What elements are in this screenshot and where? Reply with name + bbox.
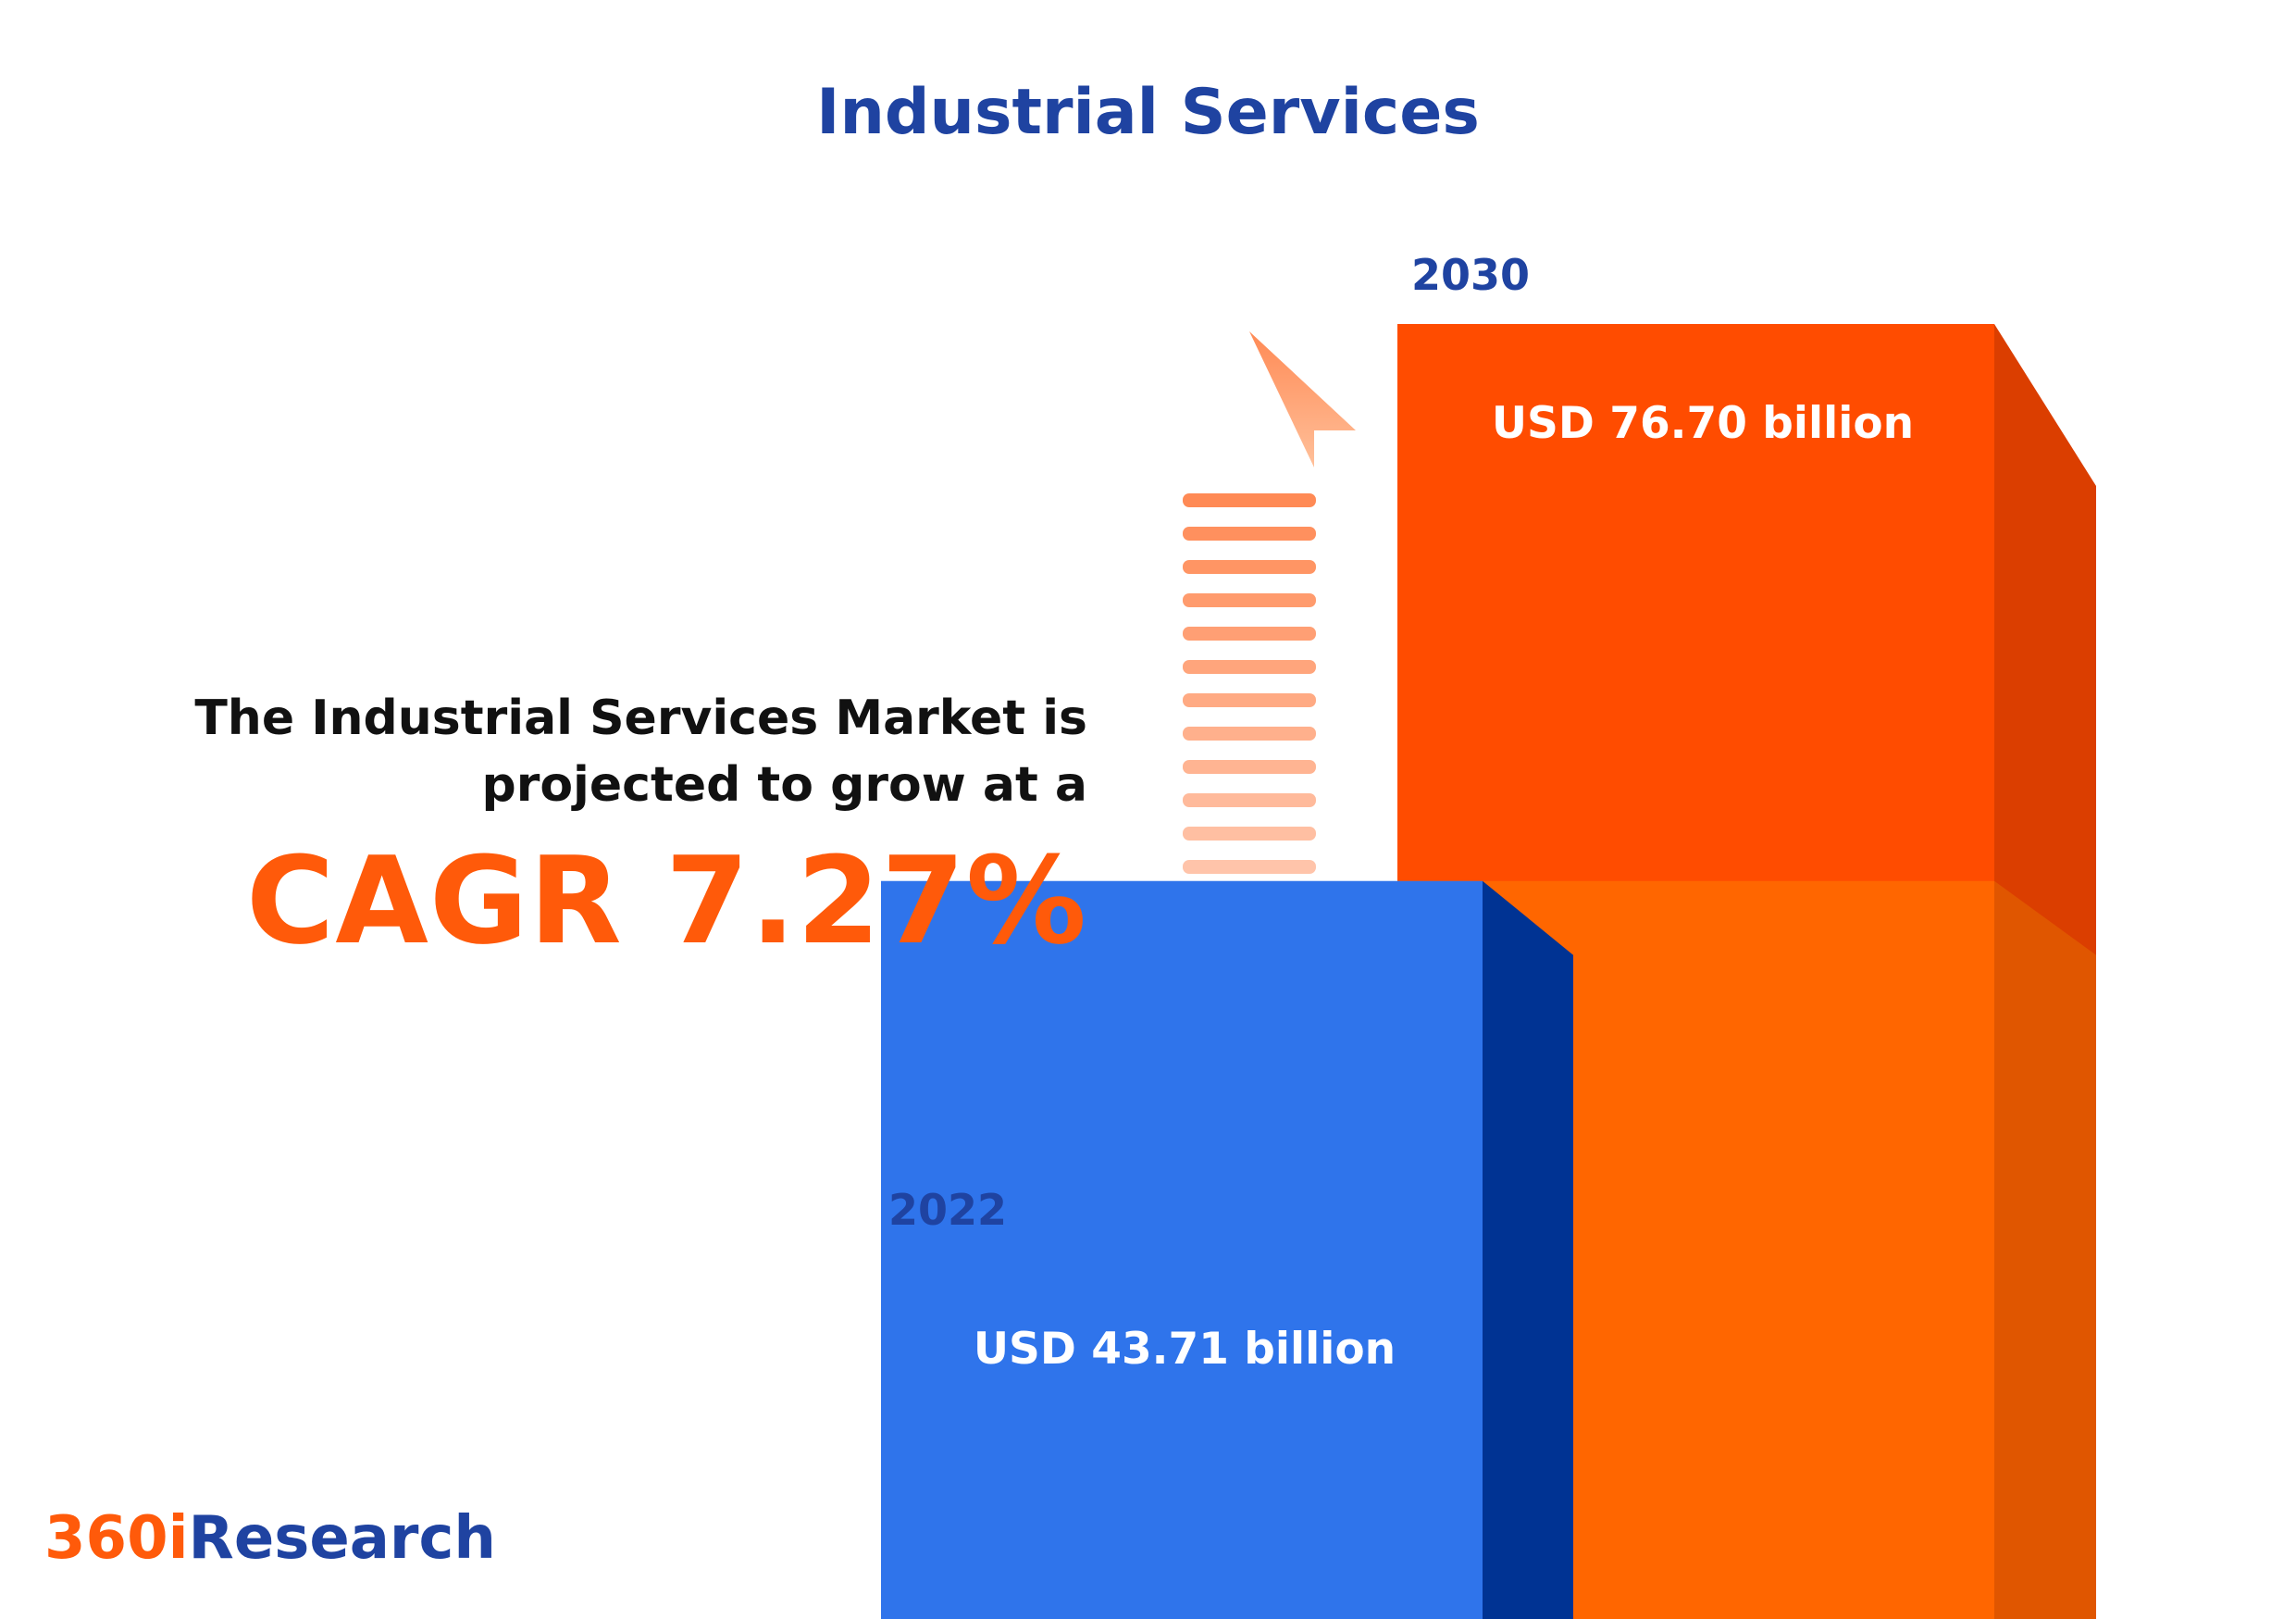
category-label-2030: 2030 [1411, 250, 1531, 300]
arrow-stripe [1183, 693, 1316, 707]
arrow-stripe [1183, 860, 1316, 874]
chart-title: Industrial Services [816, 76, 1480, 149]
summary-text: The Industrial Services Market is projec… [194, 685, 1087, 970]
category-label-2022: 2022 [888, 1185, 1008, 1235]
arrow-stripe [1183, 827, 1316, 841]
bar-2030-lower-side [1994, 880, 2096, 1619]
arrow-stripe [1183, 593, 1316, 607]
summary-line-1: The Industrial Services Market is [194, 691, 1087, 746]
value-label-2030: USD 76.70 billion [1491, 398, 1915, 449]
bar-2022 [881, 880, 1483, 1619]
arrow-head [1249, 331, 1356, 467]
arrow-stripe [1183, 660, 1316, 674]
arrow-stripe [1183, 560, 1316, 574]
summary-line-2: projected to grow at a [481, 757, 1087, 813]
cagr-value: CAGR 7.27% [245, 830, 1087, 971]
arrow-stripe [1183, 627, 1316, 641]
arrow-stripe [1183, 727, 1316, 741]
logo-accent-text: 360i [44, 1504, 189, 1573]
brand-logo: 360iResearch [44, 1504, 496, 1573]
bar-2022-side [1483, 880, 1573, 1619]
bars-group [881, 324, 2096, 1619]
arrow-stripe [1183, 527, 1316, 541]
arrow-stripe [1183, 493, 1316, 507]
value-label-2022: USD 43.71 billion [973, 1324, 1396, 1375]
arrow-stripe [1183, 760, 1316, 774]
arrow-stripe [1183, 793, 1316, 807]
logo-main-text: Research [188, 1504, 496, 1573]
